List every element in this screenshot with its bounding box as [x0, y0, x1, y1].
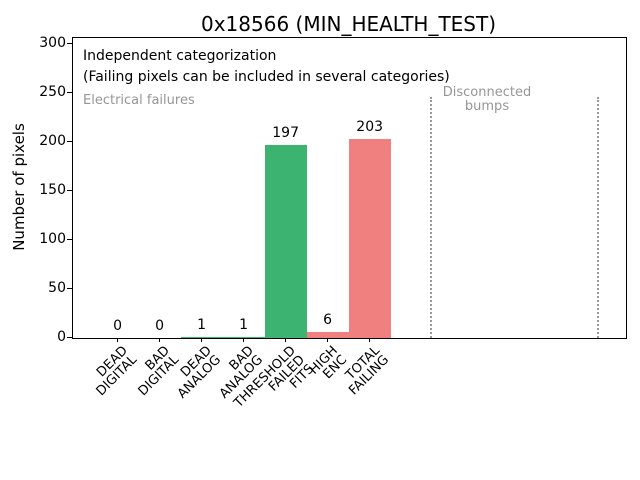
x-tick-mark	[243, 338, 244, 342]
y-tick-mark	[67, 141, 72, 142]
bar-value-label: 197	[272, 124, 299, 141]
bar-value-label: 0	[113, 318, 122, 334]
y-tick-label: 50	[48, 280, 66, 296]
separator-dotted-line	[596, 96, 599, 338]
x-tick-mark	[285, 338, 286, 342]
y-tick-label: 200	[39, 133, 66, 149]
bar-total-failing	[348, 138, 391, 338]
bar-bad-analog	[222, 337, 265, 338]
annotation-independent-categorization: Independent categorization (Failing pixe…	[83, 48, 450, 85]
y-tick-mark	[67, 239, 72, 240]
bar-value-label: 1	[239, 317, 249, 333]
annotation-electrical-failures: Electrical failures	[83, 93, 195, 108]
chart-title: 0x18566 (MIN_HEALTH_TEST)	[200, 12, 497, 36]
bar-threshold-failed-fits	[264, 144, 307, 338]
bar-value-label: 0	[155, 318, 165, 334]
bar-dead-analog	[180, 337, 223, 338]
separator-dotted-line	[430, 96, 433, 338]
y-tick-label: 100	[39, 231, 66, 247]
x-tick-mark	[117, 338, 118, 342]
y-tick-label: 300	[39, 35, 66, 51]
y-tick-label: 0	[57, 329, 66, 345]
x-tick-mark	[327, 338, 328, 342]
y-tick-label: 150	[39, 182, 66, 198]
x-tick-mark	[369, 338, 370, 342]
bar-high-enc	[306, 332, 349, 338]
x-tick-mark	[201, 338, 202, 342]
bar-value-label: 6	[323, 312, 333, 329]
bar-value-label: 1	[197, 317, 207, 333]
y-tick-mark	[67, 190, 72, 191]
plot-area: Independent categorization (Failing pixe…	[72, 37, 627, 339]
y-tick-mark	[67, 92, 72, 93]
y-tick-mark	[67, 288, 72, 289]
bar-value-label: 203	[356, 118, 384, 135]
y-tick-mark	[67, 337, 72, 338]
annotation-disconnected-bumps: Disconnected bumps	[442, 85, 532, 114]
y-tick-label: 250	[39, 84, 66, 100]
x-tick-mark	[159, 338, 160, 342]
y-tick-mark	[67, 43, 72, 44]
